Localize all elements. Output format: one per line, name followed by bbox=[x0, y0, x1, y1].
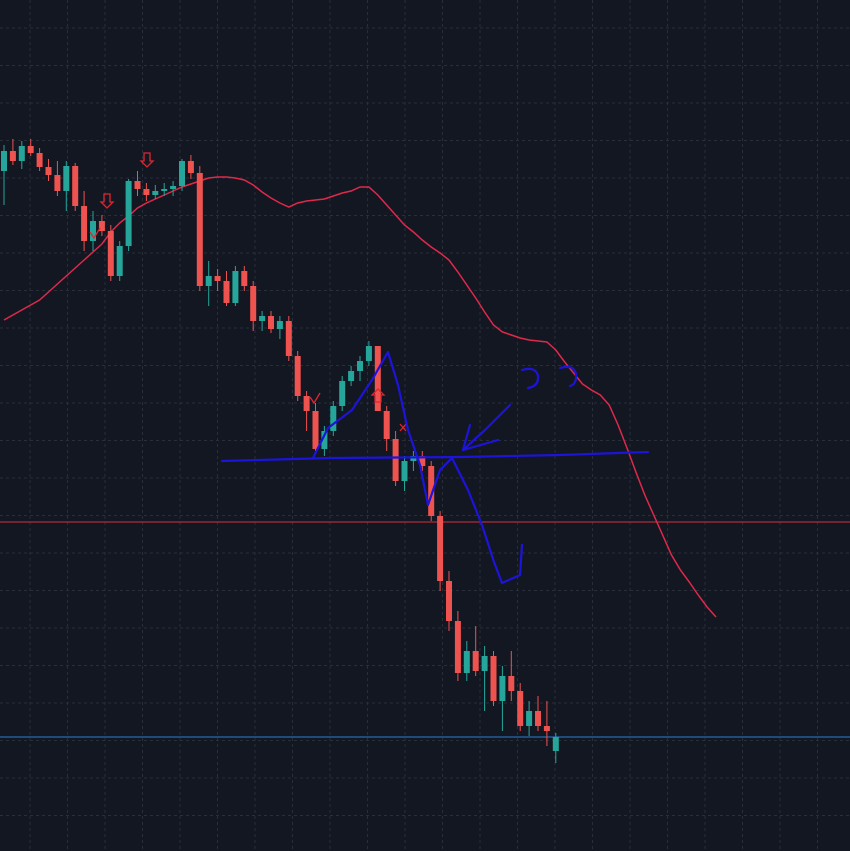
candle-body bbox=[472, 651, 479, 671]
candle-body bbox=[36, 153, 43, 167]
candle-body bbox=[268, 316, 274, 329]
candle-body bbox=[348, 371, 355, 381]
candle-body bbox=[170, 186, 177, 189]
candle-body bbox=[508, 676, 515, 691]
candle-body bbox=[54, 175, 61, 191]
candle-body bbox=[357, 361, 363, 371]
candle-body bbox=[90, 221, 96, 241]
candle-body bbox=[330, 406, 337, 431]
candle-body bbox=[143, 189, 150, 195]
candle-body bbox=[9, 151, 16, 161]
user-drawings bbox=[220, 350, 650, 585]
candle-body bbox=[152, 191, 159, 195]
check-signal bbox=[309, 392, 321, 405]
drawn-neckline bbox=[220, 450, 650, 463]
exit-signal bbox=[399, 423, 407, 432]
candle-body bbox=[552, 737, 559, 751]
candle-body bbox=[187, 161, 194, 173]
candle-body bbox=[401, 461, 408, 481]
sell-signal bbox=[139, 152, 155, 168]
candle-body bbox=[107, 231, 114, 276]
candle-body bbox=[321, 431, 328, 449]
candle-body bbox=[365, 346, 372, 361]
candle-body bbox=[374, 346, 381, 411]
candle-body bbox=[481, 656, 488, 671]
candle-body bbox=[437, 516, 444, 581]
candle-body bbox=[463, 651, 470, 673]
candle-body bbox=[276, 321, 283, 329]
candle-body bbox=[161, 189, 168, 191]
candle-body bbox=[81, 206, 88, 241]
candle-body bbox=[214, 276, 221, 281]
candle-body bbox=[526, 711, 533, 726]
candle-body bbox=[63, 166, 70, 191]
candle-body bbox=[250, 286, 257, 321]
candle-body bbox=[419, 456, 426, 466]
candle-body bbox=[1, 151, 7, 171]
candle-body bbox=[179, 161, 185, 186]
candle-body bbox=[446, 581, 452, 621]
candle-body bbox=[98, 221, 105, 231]
candle-body bbox=[490, 656, 497, 701]
moving-average bbox=[3, 176, 717, 618]
signals bbox=[89, 152, 407, 432]
candle-body bbox=[294, 356, 301, 396]
candle-body bbox=[125, 181, 132, 246]
candle-body bbox=[392, 439, 399, 481]
candle-body bbox=[18, 146, 25, 161]
candle-body bbox=[116, 246, 123, 276]
candle-body bbox=[312, 411, 319, 449]
drawn-arrow bbox=[461, 403, 512, 452]
candle-body bbox=[383, 411, 390, 439]
candle-body bbox=[454, 621, 461, 673]
candle-body bbox=[134, 181, 141, 189]
candle-body bbox=[45, 167, 52, 175]
candle-body bbox=[241, 271, 248, 286]
check-signal bbox=[89, 227, 101, 240]
candle-body bbox=[543, 726, 550, 731]
candle-body bbox=[428, 466, 435, 516]
candle-body bbox=[517, 691, 524, 726]
candle-body bbox=[410, 456, 417, 461]
drawn-arrow-head bbox=[461, 423, 500, 452]
candle-body bbox=[535, 711, 541, 726]
candle-body bbox=[259, 316, 266, 321]
candle-body bbox=[285, 321, 292, 356]
sell-signal bbox=[99, 193, 115, 209]
candle-body bbox=[196, 173, 203, 286]
candle-body bbox=[27, 146, 34, 153]
candle-body bbox=[303, 396, 310, 411]
drawn-marks bbox=[520, 365, 578, 390]
drawn-pattern bbox=[311, 350, 524, 585]
candle-body bbox=[499, 676, 506, 701]
plot bbox=[0, 139, 850, 763]
candle-body bbox=[339, 381, 346, 406]
candle-body bbox=[232, 271, 239, 303]
buy-signal bbox=[370, 388, 386, 403]
candle-body bbox=[205, 276, 212, 286]
candle-body bbox=[223, 281, 230, 303]
candle-body bbox=[72, 166, 79, 206]
